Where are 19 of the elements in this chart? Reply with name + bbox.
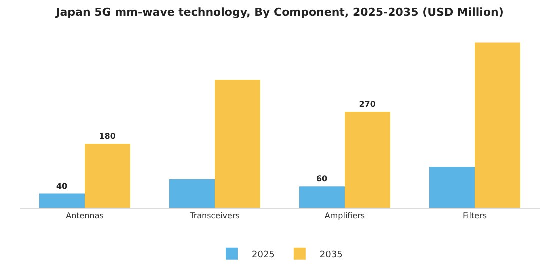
- x-tick-label: Filters: [463, 212, 487, 221]
- bar: [85, 144, 130, 208]
- bar: [215, 80, 260, 208]
- chart-title: Japan 5G mm-wave technology, By Component, 2025-2035 (USD Million): [55, 6, 504, 20]
- bar: [430, 167, 475, 208]
- bar: [475, 42, 520, 208]
- bar: [300, 186, 345, 208]
- data-label: 270: [359, 100, 376, 110]
- bar: [40, 194, 85, 208]
- legend-label: 2025: [252, 250, 275, 260]
- x-tick-label: Antennas: [66, 212, 104, 221]
- legend-label: 2035: [320, 250, 343, 260]
- x-tick-label: Amplifiers: [324, 212, 366, 221]
- bar: [345, 112, 390, 208]
- data-label: 180: [99, 132, 116, 142]
- data-label: 40: [56, 182, 68, 191]
- data-label: 60: [316, 174, 328, 184]
- x-tick-label: Transceivers: [189, 212, 240, 221]
- bar: [170, 180, 215, 208]
